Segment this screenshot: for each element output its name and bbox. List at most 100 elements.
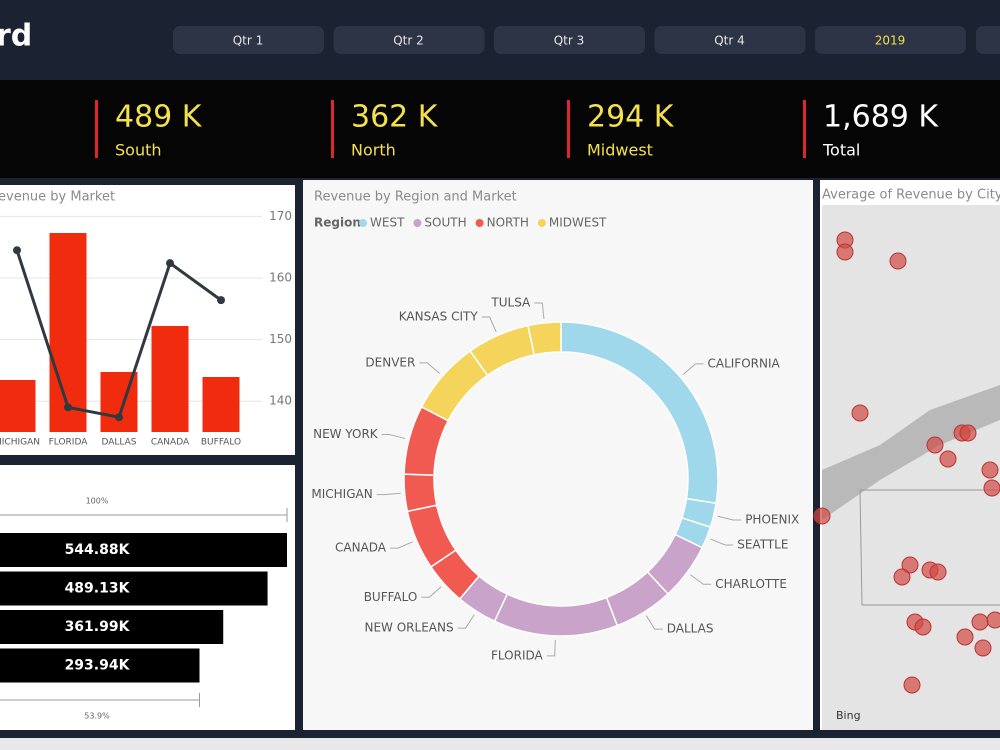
tab[interactable] [173, 26, 324, 54]
leader-line [645, 615, 663, 630]
x-tick-label: BUFFALO [201, 438, 241, 448]
leader-line [381, 434, 406, 440]
map-bubble [939, 450, 957, 468]
chart-title: Average of Revenue by City [822, 188, 1000, 203]
map-bubble [956, 628, 974, 646]
map-bubble [914, 618, 932, 636]
map-bubble [893, 568, 911, 586]
funnel-value-label: 361.99K [65, 619, 131, 635]
tab[interactable] [654, 26, 806, 54]
kpi-label: South [115, 141, 162, 160]
map-lake [822, 385, 1000, 520]
slice-label: FLORIDA [491, 648, 544, 662]
kpi-label: North [351, 141, 396, 160]
slice-label: SEATTLE [737, 538, 788, 552]
map-credit: Bing [836, 709, 861, 722]
slice-label: NEW YORK [313, 427, 379, 441]
funnel-value-label: 544.88K [65, 542, 131, 558]
tab[interactable] [815, 26, 966, 54]
kpi-value: 1,689 K [823, 100, 939, 135]
kpi-divider [95, 100, 98, 158]
map-bubble [986, 611, 1000, 629]
leader-line [421, 586, 442, 598]
y2-tick-label: 140 [269, 394, 292, 408]
bar [202, 377, 240, 432]
legend-title: Region [314, 216, 361, 230]
leader-line [546, 639, 556, 657]
slice-label: CANADA [335, 541, 387, 555]
leader-line [710, 538, 734, 546]
map-bubble [813, 507, 831, 525]
funnel-value-label: 293.94K [65, 658, 131, 674]
y2-tick-label: 170 [269, 209, 292, 223]
tab[interactable] [333, 26, 485, 54]
slice-label: BUFFALO [364, 590, 418, 604]
map [822, 205, 1000, 730]
tab[interactable] [494, 26, 645, 54]
tab-label: Qtr 4 [714, 34, 745, 48]
legend-swatch [359, 219, 367, 227]
x-tick-label: DALLAS [101, 438, 136, 448]
funnel-bar [0, 610, 224, 644]
donut-slice [527, 321, 562, 356]
leader-line [683, 363, 704, 375]
line-point [13, 246, 21, 255]
kpi-divider [567, 100, 570, 158]
map-bubble [974, 639, 992, 657]
bar [151, 326, 189, 432]
map-bubble [851, 404, 869, 422]
kpi-divider [803, 100, 806, 158]
leader-line [419, 362, 440, 374]
leader-line [717, 515, 742, 521]
dashboard-title: rd [0, 19, 32, 54]
funnel-bar [0, 648, 200, 683]
legend-label: SOUTH [424, 216, 466, 230]
map-bubble [836, 243, 854, 261]
slice-label: MICHIGAN [311, 487, 372, 501]
tab-label: Qtr 2 [393, 34, 424, 48]
footer-strip [0, 738, 1000, 750]
kpi-label: Midwest [587, 141, 653, 160]
map-bubble [959, 424, 977, 442]
chart-title: evenue by Market [0, 190, 115, 205]
map-bubble [901, 556, 919, 574]
legend-label: MIDWEST [549, 216, 607, 230]
map-bubble [929, 563, 947, 581]
leader-line [690, 574, 712, 585]
funnel-top-label: 100% [86, 497, 109, 506]
line-point [115, 413, 123, 422]
kpi-value: 362 K [351, 100, 439, 135]
line-point [64, 403, 72, 412]
chart-title: Revenue by Region and Market [314, 190, 517, 205]
y2-tick-label: 150 [269, 332, 292, 346]
panel [0, 185, 295, 455]
x-tick-label: FLORIDA [49, 438, 89, 448]
map-bubble [983, 479, 1000, 497]
leader-line [534, 302, 545, 319]
y2-tick-label: 160 [269, 270, 292, 284]
funnel-bar [0, 533, 287, 567]
donut-slice [403, 473, 438, 513]
legend-label: NORTH [487, 216, 529, 230]
map-bubble [981, 461, 999, 479]
tab[interactable] [976, 26, 1000, 54]
map-bubble [903, 676, 921, 694]
slice-label: KANSAS CITY [399, 310, 479, 324]
slice-label: DALLAS [667, 622, 714, 636]
leader-line [481, 316, 497, 332]
leader-line [457, 614, 475, 629]
kpi-value: 489 K [115, 100, 203, 135]
slice-label: DENVER [365, 355, 415, 369]
kpi-label: Total [822, 141, 860, 160]
map-bubble [971, 613, 989, 631]
slice-label: PHOENIX [745, 512, 799, 526]
tab-label: Qtr 1 [233, 34, 264, 48]
map-border [859, 489, 1000, 606]
line-point [166, 259, 174, 268]
bar [49, 233, 87, 432]
legend-label: WEST [370, 216, 405, 230]
slice-label: CALIFORNIA [707, 356, 780, 370]
kpi-strip [0, 80, 1000, 178]
x-tick-label: CANADA [151, 438, 190, 448]
